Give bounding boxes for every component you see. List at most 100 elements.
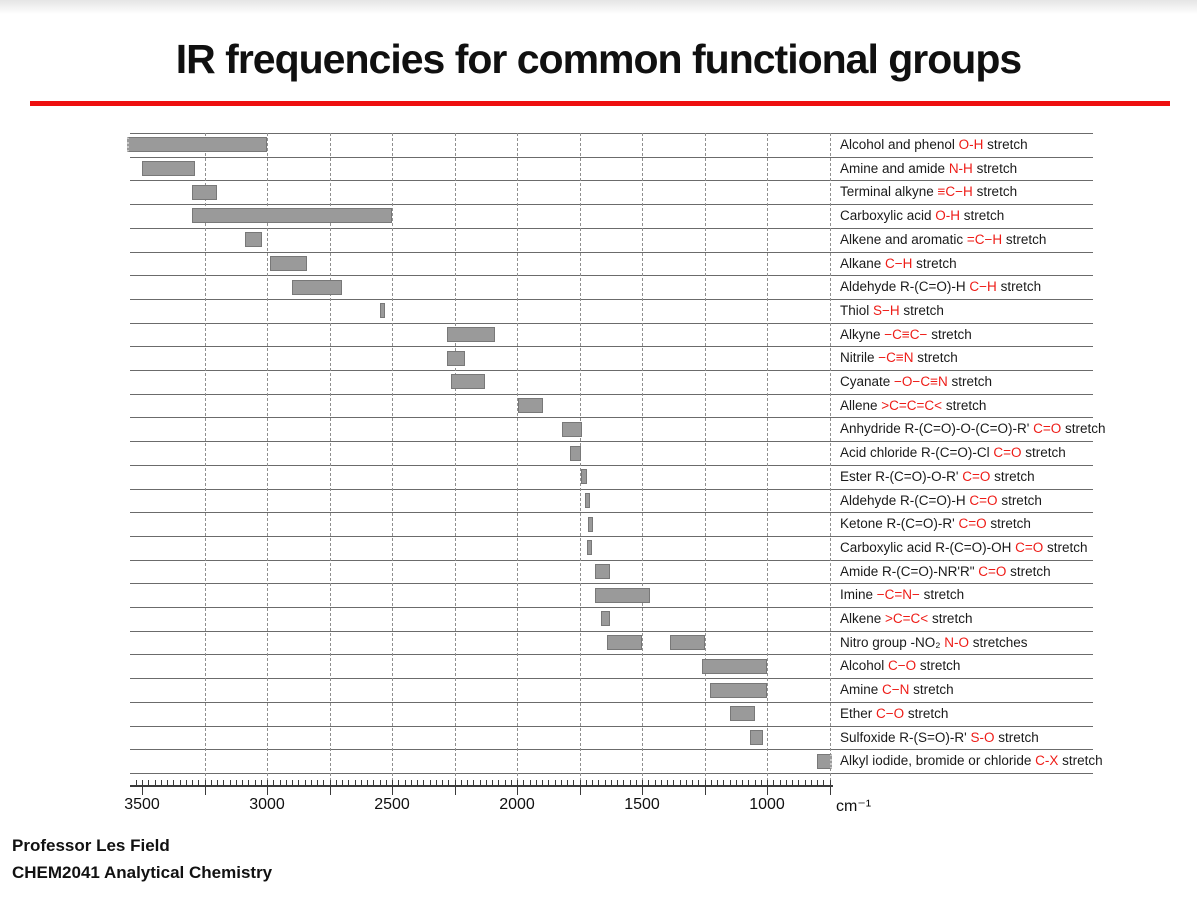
bond-formula: N-O	[944, 634, 970, 650]
axis-minor-tick	[367, 780, 368, 785]
vibration-type: stretch	[1061, 421, 1106, 437]
axis-minor-tick	[135, 780, 137, 785]
axis-minor-tick	[448, 780, 450, 785]
row-separator-line	[130, 346, 1093, 348]
functional-group-name: Aldehyde R-(C=O)-H	[840, 279, 970, 295]
bond-formula: ≡C−H	[937, 184, 973, 200]
axis-minor-tick	[504, 780, 506, 785]
axis-minor-tick	[560, 780, 562, 785]
functional-group-name: Carboxylic acid	[840, 208, 936, 224]
vibration-type: stretch	[913, 350, 958, 366]
functional-group-name: Cyanate	[840, 374, 895, 390]
axis-minor-tick	[404, 780, 406, 785]
vibration-type: stretch	[927, 326, 972, 342]
vibration-type: stretch	[972, 184, 1018, 200]
frequency-range-bar	[749, 729, 764, 745]
axis-minor-tick	[148, 780, 150, 785]
bond-formula: C−O	[888, 658, 917, 674]
row-label: Alcohol and phenol O-H stretch	[840, 133, 1028, 157]
axis-minor-tick	[298, 780, 300, 785]
axis-minor-tick	[710, 780, 712, 785]
axis-minor-tick	[567, 780, 568, 785]
gridline	[204, 133, 206, 781]
axis-minor-tick	[610, 780, 612, 785]
axis-minor-tick	[329, 780, 331, 785]
axis-minor-tick	[767, 780, 768, 785]
axis-minor-tick	[579, 780, 581, 785]
axis-tick-label: 2500	[374, 796, 410, 813]
axis-medium-tick	[579, 787, 581, 795]
axis-minor-tick	[679, 780, 681, 785]
axis-tick-label: 3500	[124, 796, 160, 813]
bond-formula: C=O	[962, 468, 991, 484]
axis-minor-tick	[667, 780, 668, 785]
gridline	[642, 133, 643, 781]
axis-minor-tick	[492, 780, 493, 785]
axis-minor-tick	[310, 780, 312, 785]
bond-formula: =C−H	[966, 231, 1003, 247]
row-separator-line	[130, 535, 1093, 537]
axis-minor-tick	[485, 780, 487, 785]
functional-group-name: Terminal alkyne	[840, 184, 938, 200]
frequency-range-bar	[669, 635, 705, 651]
axis-minor-tick	[810, 780, 812, 785]
axis-minor-tick	[304, 780, 306, 785]
functional-group-name: Amine and amide	[840, 160, 949, 176]
axis-medium-tick	[642, 787, 643, 795]
functional-group-name: Amine	[840, 682, 883, 698]
axis-minor-tick	[379, 780, 381, 785]
axis-tick-label: 1000	[749, 796, 785, 813]
axis-minor-tick	[279, 780, 281, 785]
vibration-type: stretch	[1043, 539, 1088, 555]
vibration-type: stretch	[916, 658, 961, 674]
axis-minor-tick	[792, 780, 793, 785]
functional-group-name: Sulfoxide R-(S=O)-R'	[840, 729, 971, 745]
frequency-range-bar	[142, 161, 195, 177]
functional-group-name: Alkene	[840, 611, 886, 627]
axis-minor-tick	[435, 780, 437, 785]
axis-minor-tick	[692, 780, 693, 785]
axis-minor-tick	[292, 780, 293, 785]
row-label: Amine and amide N-H stretch	[840, 157, 1017, 181]
axis-minor-tick	[817, 780, 818, 785]
axis-minor-tick	[317, 780, 318, 785]
bond-formula: C=O	[1015, 539, 1044, 555]
frequency-range-bar	[192, 208, 392, 224]
axis-minor-tick	[460, 780, 462, 785]
axis-minor-tick	[823, 780, 825, 785]
axis-minor-tick	[529, 780, 531, 785]
axis-medium-tick	[204, 787, 206, 795]
axis-medium-tick	[267, 787, 268, 795]
axis-minor-tick	[235, 780, 237, 785]
axis-minor-tick	[760, 780, 762, 785]
row-label: Acid chloride R-(C=O)-Cl C=O stretch	[840, 441, 1066, 465]
vibration-type: stretch	[904, 705, 949, 721]
frequency-range-bar	[569, 445, 581, 461]
row-label: Sulfoxide R-(S=O)-R' S-O stretch	[840, 726, 1039, 750]
row-separator-line	[130, 583, 1093, 585]
gridline	[454, 133, 456, 781]
axis-minor-tick	[260, 780, 262, 785]
axis-minor-tick	[648, 780, 650, 785]
row-label: Imine −C=N− stretch	[840, 583, 964, 607]
vibration-type: stretch	[909, 682, 954, 698]
row-label: Carboxylic acid O-H stretch	[840, 204, 1004, 228]
vibration-type: stretch	[942, 397, 987, 413]
axis-minor-tick	[673, 780, 675, 785]
row-separator-line	[130, 298, 1093, 300]
axis-minor-tick	[173, 780, 175, 785]
frequency-range-bar	[702, 658, 767, 674]
bond-formula: C=O	[978, 563, 1007, 579]
axis-minor-tick	[535, 780, 537, 785]
axis-minor-tick	[742, 780, 743, 785]
bond-formula: −O−C≡N	[894, 374, 948, 390]
axis-minor-tick	[210, 780, 212, 785]
frequency-range-bar	[600, 611, 610, 627]
row-separator-line	[130, 322, 1093, 324]
bond-formula: C−O	[876, 705, 905, 721]
row-separator-line	[130, 488, 1093, 490]
functional-group-name: Anhydride R-(C=O)-O-(C=O)-R'	[840, 421, 1034, 437]
axis-minor-tick	[342, 780, 343, 785]
row-separator-line	[130, 251, 1093, 253]
functional-group-name: Alkyl iodide, bromide or chloride	[840, 753, 1036, 769]
